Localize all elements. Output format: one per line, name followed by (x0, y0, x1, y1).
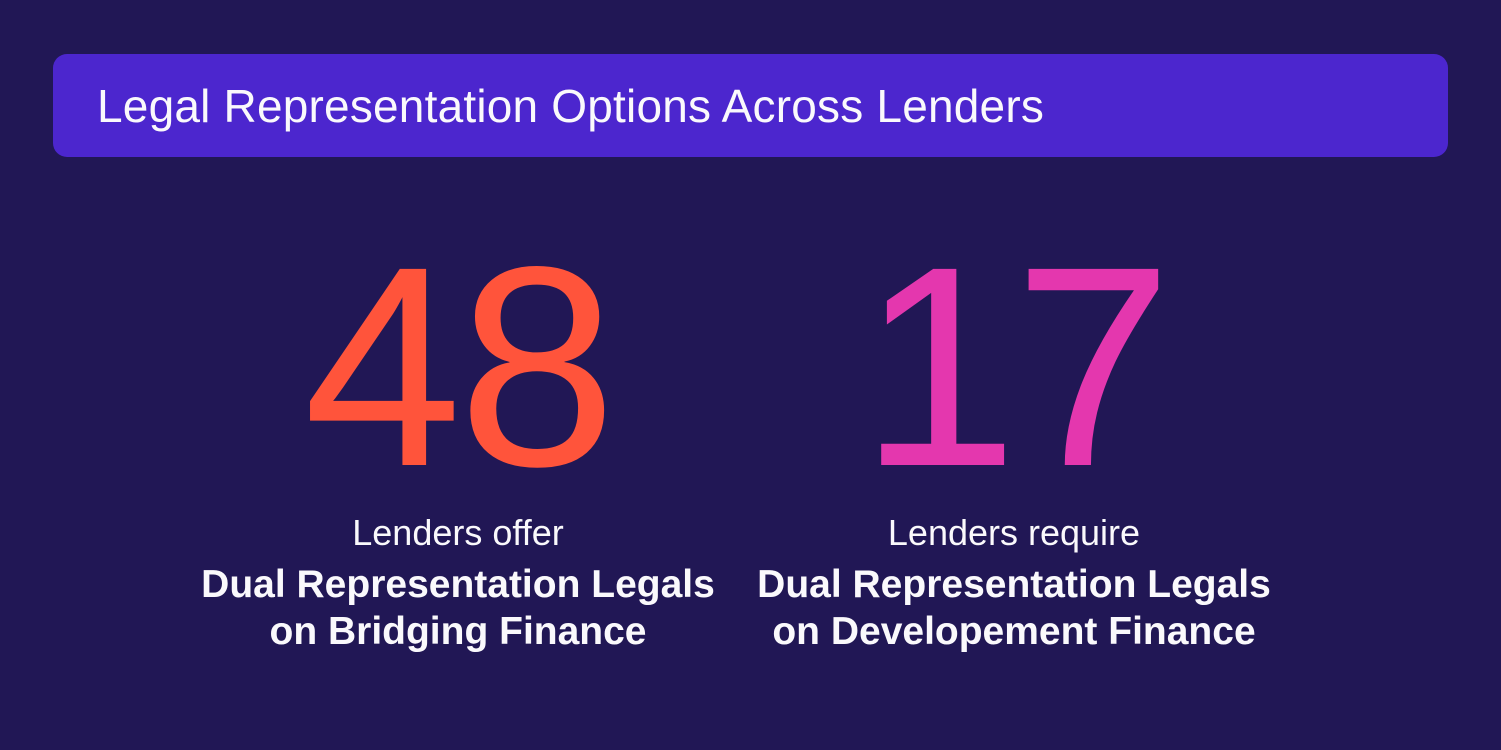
stat-bridging-finance: 48 Lenders offer Dual Representation Leg… (180, 225, 736, 655)
stat-sublabel-bridging-line2: on Bridging Finance (269, 610, 647, 653)
title-banner: Legal Representation Options Across Lend… (53, 54, 1448, 157)
stat-sublabel-bridging-line1: Dual Representation Legals (201, 563, 715, 606)
stat-sublabel-development: Dual Representation Legals on Developeme… (736, 561, 1292, 655)
stat-label-bridging: Lenders offer (352, 512, 564, 553)
stat-sublabel-bridging: Dual Representation Legals on Bridging F… (180, 561, 736, 655)
stat-sublabel-development-line2: on Developement Finance (772, 610, 1256, 653)
stat-sublabel-development-line1: Dual Representation Legals (757, 563, 1271, 606)
stat-label-development: Lenders require (887, 512, 1141, 553)
stat-value-bridging: 48 (303, 208, 616, 526)
page-title: Legal Representation Options Across Lend… (97, 79, 1045, 132)
stat-development-finance: 17 Lenders require Dual Representation L… (736, 225, 1292, 655)
stats-row: 48 Lenders offer Dual Representation Leg… (180, 225, 1292, 655)
stat-value-development: 17 (859, 208, 1172, 526)
